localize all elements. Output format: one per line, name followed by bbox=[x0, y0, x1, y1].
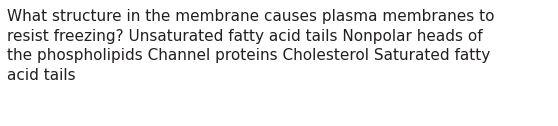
Text: What structure in the membrane causes plasma membranes to
resist freezing? Unsat: What structure in the membrane causes pl… bbox=[7, 9, 494, 83]
